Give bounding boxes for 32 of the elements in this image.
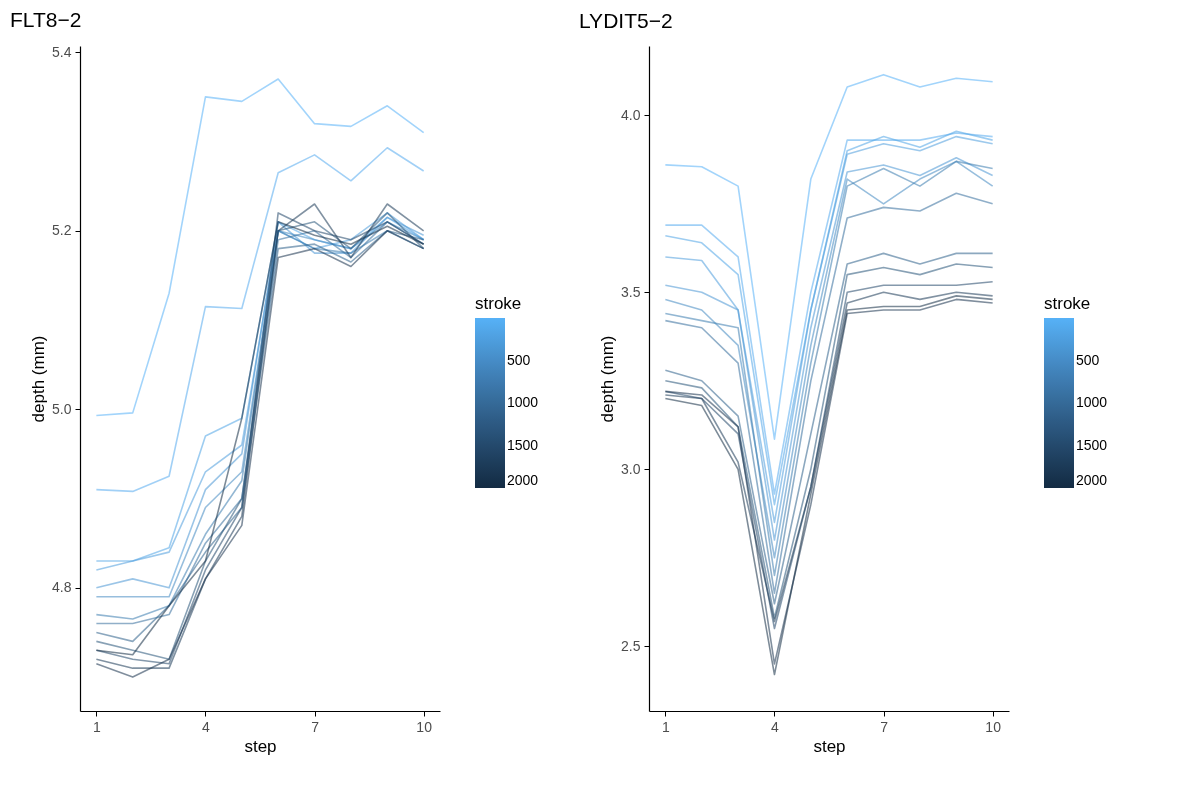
y-axis-title: depth (mm) <box>598 335 618 423</box>
y-tick-label: 4.8 <box>52 579 72 596</box>
color-bar-label: 1000 <box>1076 394 1108 410</box>
x-tick-label: 10 <box>985 718 1002 735</box>
color-bar-label: 1000 <box>507 394 539 410</box>
chart-title: LYDIT5−2 <box>579 9 673 32</box>
x-axis-title: step <box>813 736 846 756</box>
x-tick-label: 4 <box>202 718 211 735</box>
x-axis-title: step <box>244 736 277 756</box>
color-bar-title: stroke <box>475 294 522 313</box>
x-tick-label: 1 <box>661 718 670 735</box>
x-tick-label: 7 <box>880 718 889 735</box>
x-tick-label: 10 <box>416 718 433 735</box>
color-bar-label: 2000 <box>507 472 539 488</box>
x-tick-label: 1 <box>92 718 101 735</box>
color-bar-title: stroke <box>1044 294 1091 313</box>
color-bar-label: 2000 <box>1076 472 1108 488</box>
y-tick-label: 5.2 <box>52 222 72 239</box>
chart-title: FLT8−2 <box>10 8 82 32</box>
y-tick-label: 2.5 <box>621 637 641 654</box>
x-tick-label: 4 <box>771 718 780 735</box>
color-bar-label: 1500 <box>1076 436 1108 453</box>
color-bar-label: 1500 <box>507 436 539 453</box>
y-axis-title: depth (mm) <box>29 335 49 423</box>
y-tick-label: 4.0 <box>621 106 641 123</box>
color-bar-label: 500 <box>1076 351 1100 368</box>
y-tick-label: 5.4 <box>52 43 72 60</box>
y-tick-label: 3.5 <box>621 283 641 300</box>
x-tick-label: 7 <box>311 718 320 735</box>
color-bar-label: 500 <box>507 351 531 368</box>
y-tick-label: 3.0 <box>621 460 641 477</box>
y-tick-label: 5.0 <box>52 400 72 417</box>
